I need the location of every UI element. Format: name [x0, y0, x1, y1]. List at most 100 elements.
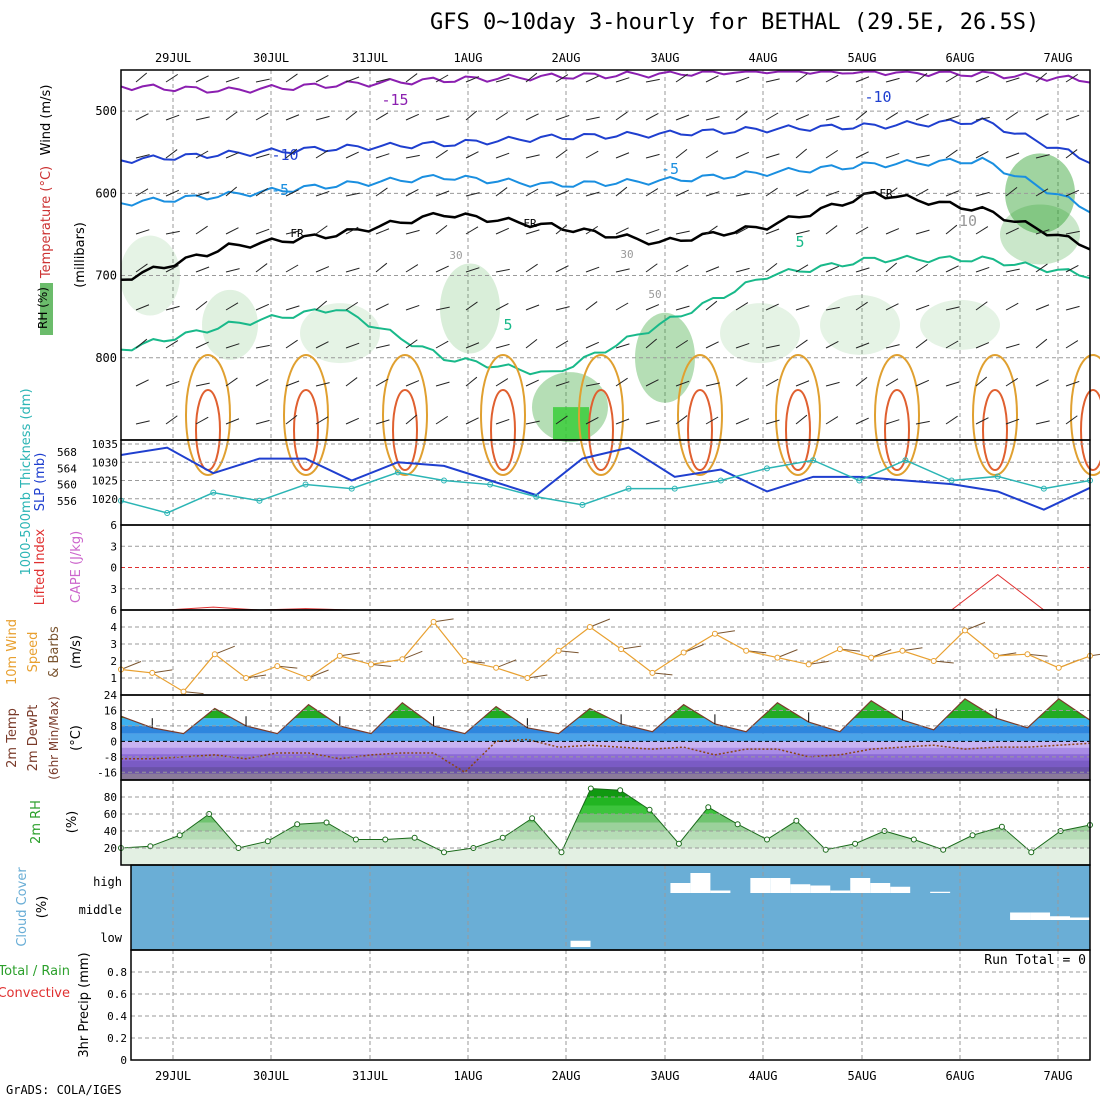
wind-barb — [585, 116, 600, 121]
slp-tick-label: 1035 — [92, 438, 119, 451]
rh-point — [441, 849, 447, 856]
isotherm-hot-loop — [392, 389, 418, 471]
wind-barb — [855, 151, 869, 159]
cloud-bar — [810, 885, 831, 893]
wind-barb — [525, 379, 539, 387]
wind-speed-point — [774, 654, 781, 661]
thickness-point — [348, 485, 355, 492]
wind-barb — [1065, 230, 1080, 235]
thickness-point — [533, 493, 540, 500]
wind-speed-point — [274, 663, 281, 670]
wind-barb — [645, 379, 659, 387]
wind-barb — [255, 187, 269, 197]
wind-barb — [465, 110, 478, 121]
wind-barb — [705, 150, 719, 159]
wind-barb-10m — [933, 660, 954, 664]
wind-barb — [855, 342, 870, 349]
wind-barb — [885, 378, 899, 387]
wind-barb — [885, 344, 900, 349]
rh-shading — [820, 294, 900, 355]
rh-band — [121, 805, 1090, 814]
wind-barb — [945, 149, 958, 159]
x-tick-label-top: 4AUG — [749, 51, 778, 65]
wind-barb — [675, 264, 689, 273]
wind-barb — [165, 340, 179, 349]
wind-barb — [915, 339, 928, 349]
wind-barb — [375, 228, 390, 235]
wind-barb — [555, 114, 570, 121]
thickness-point — [625, 485, 632, 492]
ylabel-thickness: 1000-500mb Thickness (dm) — [19, 388, 34, 575]
temp-tick-label: -8 — [104, 751, 117, 764]
wind-barb — [915, 263, 929, 273]
wind-barb — [675, 73, 688, 83]
x-tick-label-top: 5AUG — [848, 51, 877, 65]
wind-barb — [915, 72, 928, 83]
wind-barb — [915, 229, 930, 235]
wind-barb-10m — [152, 669, 173, 674]
wind-barb — [165, 264, 179, 273]
cloud-bar — [870, 883, 891, 893]
x-tick-label-bottom: 31JUL — [352, 1069, 388, 1083]
wind-barb-10m — [120, 661, 142, 670]
cloud-bar — [930, 891, 951, 893]
wind-barb — [225, 302, 239, 311]
wind-barb — [825, 74, 839, 83]
wind-barb — [705, 266, 720, 273]
wind-barb — [255, 303, 269, 311]
rh-tick-label: 40 — [104, 825, 117, 838]
isotherm-warm-loop — [874, 354, 920, 476]
wind-barb — [165, 189, 179, 197]
isotherm-warm-loop — [480, 354, 526, 476]
wind-barb — [555, 190, 570, 197]
ylabel-cape: CAPE (J/kg) — [69, 531, 84, 603]
wind-speed-point — [555, 647, 562, 654]
wind-barb — [435, 74, 449, 83]
wind-speed-point — [618, 646, 625, 653]
wind-barb — [885, 228, 900, 235]
contour-label: FR — [523, 217, 537, 230]
wind-barb — [795, 414, 808, 425]
wind-barb — [975, 150, 989, 159]
wind-barb — [405, 113, 419, 121]
wind-barb — [225, 76, 240, 83]
wind-barb — [615, 377, 628, 387]
wind-barb — [525, 154, 540, 159]
ylabel-2m-rh: 2m RH — [29, 800, 44, 844]
wind-barb — [135, 113, 149, 121]
contour-label: 5 — [503, 316, 512, 334]
wind-barb — [195, 191, 210, 197]
wind-barb — [375, 153, 390, 159]
temp-tick-label: 0 — [110, 735, 117, 748]
wind-barb — [705, 300, 718, 311]
stability-tick-label: 6 — [110, 519, 117, 532]
wind-barb — [615, 418, 630, 425]
temp-tick-label: 24 — [104, 689, 118, 702]
rh-tick-label: 20 — [104, 842, 117, 855]
wind-barb — [315, 416, 329, 425]
thickness-point — [256, 497, 263, 504]
wind-barb — [555, 149, 568, 159]
wind-barb — [435, 306, 450, 311]
wind-barb — [345, 151, 359, 159]
rh-point — [529, 815, 536, 822]
x-tick-label-bottom: 2AUG — [552, 1069, 581, 1083]
thickness-tick-label: 564 — [57, 462, 77, 475]
wind-barb — [375, 112, 389, 121]
wind-barb — [495, 187, 508, 197]
wind-barb — [435, 115, 450, 121]
rh-point — [411, 834, 418, 841]
wind-speed-point — [680, 649, 687, 656]
wind-barb — [135, 229, 150, 235]
wind-barb — [345, 417, 359, 425]
wind-speed-point — [1024, 651, 1031, 658]
x-tick-label-top: 6AUG — [946, 51, 975, 65]
ylabel-temperature: Temperature (°C) — [39, 166, 54, 279]
isotherm-hot-loop — [687, 389, 713, 471]
precip-tick-label: 0.6 — [107, 988, 127, 1001]
wind-speed-point — [336, 652, 343, 659]
wind-barb — [225, 268, 240, 273]
wind-barb — [705, 191, 720, 197]
chart-title: GFS 0~10day 3-hourly for BETHAL (29.5E, … — [430, 10, 1040, 35]
wind-barb — [285, 230, 300, 235]
